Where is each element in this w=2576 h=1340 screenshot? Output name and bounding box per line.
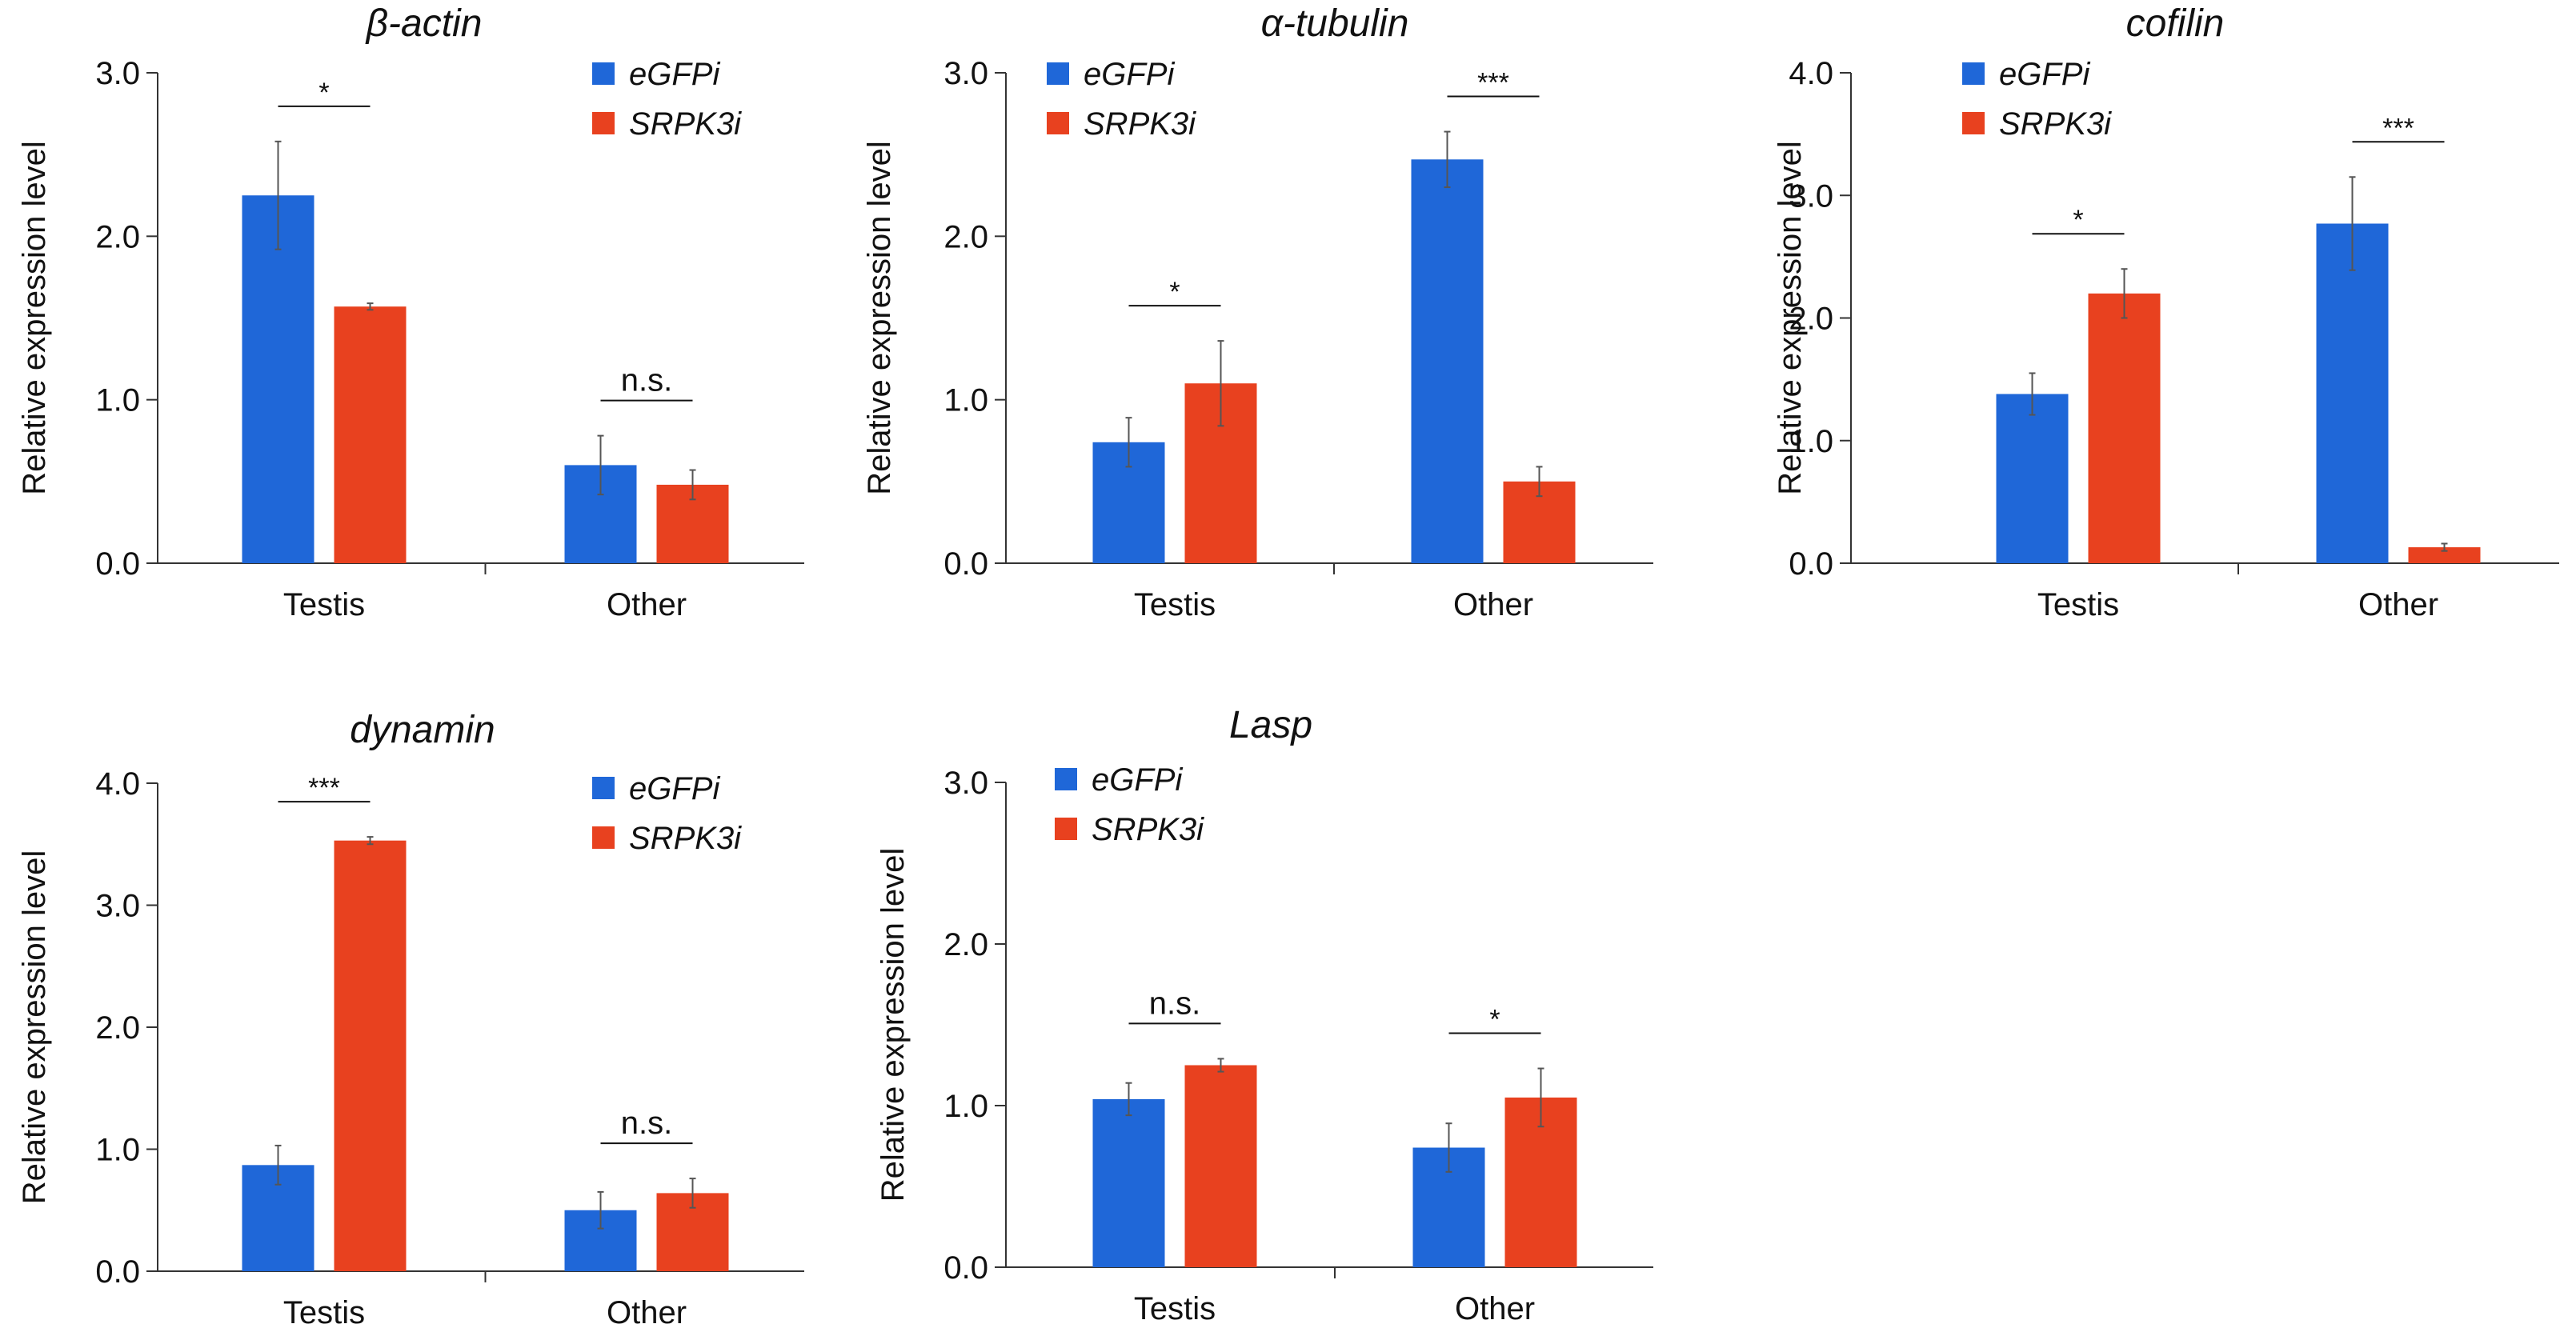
legend-label-eGFPi: eGFPi [629, 57, 720, 92]
chart-panel-2: α-tubulin Relative expression level 0.0 1.0… [862, 2, 1653, 622]
legend-swatch-SRPK3i [592, 112, 615, 134]
bar-eGFPi-testis [1996, 394, 2069, 563]
legend-swatch-eGFPi [1047, 62, 1069, 85]
bar-SRPK3i-other [2408, 547, 2481, 563]
legend-label-SRPK3i: SRPK3i [1999, 106, 2112, 142]
chart-title: cofilin [2126, 2, 2225, 45]
significance-label: *** [1477, 68, 1509, 98]
y-tick-label: 3.0 [95, 56, 140, 91]
significance-label: * [1489, 1005, 1500, 1035]
significance-label: * [1169, 277, 1180, 307]
bar-eGFPi-other [1411, 159, 1484, 563]
y-tick-label: 0.0 [943, 546, 988, 582]
bar-eGFPi-testis [242, 195, 314, 563]
significance-label: *** [308, 773, 340, 803]
x-tick-label: Testis [1134, 587, 1216, 622]
y-tick-label: 0.0 [95, 546, 140, 582]
legend-swatch-eGFPi [1962, 62, 1985, 85]
legend-swatch-SRPK3i [1962, 112, 1985, 134]
y-axis-label: Relative expression level [862, 141, 897, 494]
x-tick-label: Other [2358, 587, 2438, 622]
x-tick-label: Testis [2037, 587, 2119, 622]
bar-eGFPi-other [2316, 223, 2389, 563]
legend-label-SRPK3i: SRPK3i [629, 821, 742, 856]
significance-label: n.s. [1149, 986, 1200, 1021]
bar-SRPK3i-testis [334, 840, 407, 1271]
bar-SRPK3i-testis [2088, 293, 2161, 563]
y-tick-label: 4.0 [95, 766, 140, 802]
legend-label-SRPK3i: SRPK3i [1092, 812, 1204, 847]
y-tick-label: 1.0 [1789, 424, 1833, 459]
y-tick-label: 2.0 [95, 1010, 140, 1046]
y-axis-label: Relative expression level [1773, 141, 1808, 494]
legend-swatch-eGFPi [592, 777, 615, 799]
significance-label: * [2073, 205, 2083, 235]
chart-panel-1: β-actin Relative expression level 0.0 1.0 2.… [17, 2, 804, 622]
significance-label: n.s. [621, 363, 672, 398]
x-tick-label: Testis [283, 587, 365, 622]
x-tick-label: Other [1455, 1291, 1535, 1326]
chart-panel-5: Lasp Relative expression level 0.0 1.0 2.0 3.… [875, 704, 1653, 1326]
y-tick-label: 0.0 [943, 1250, 988, 1286]
legend-swatch-SRPK3i [592, 826, 615, 849]
chart-panel-4: dynamin Relative expression level 0.0 1.0 2.… [17, 709, 804, 1330]
x-tick-label: Testis [1134, 1291, 1216, 1326]
y-axis-label: Relative expression level [17, 850, 52, 1204]
y-tick-label: 1.0 [95, 383, 140, 418]
y-tick-label: 0.0 [1789, 546, 1833, 582]
bar-SRPK3i-testis [334, 306, 407, 563]
significance-label: n.s. [621, 1106, 672, 1141]
y-tick-label: 1.0 [943, 383, 988, 418]
legend-label-eGFPi: eGFPi [1092, 762, 1183, 798]
legend-label-SRPK3i: SRPK3i [1084, 106, 1196, 142]
chart-title: β-actin [365, 2, 483, 45]
chart-panel-3: cofilin Relative expression level 0.0 1.0 2.… [1773, 2, 2559, 622]
x-tick-label: Other [1453, 587, 1533, 622]
chart-title: dynamin [350, 709, 495, 751]
legend-label-SRPK3i: SRPK3i [629, 106, 742, 142]
chart-title: α-tubulin [1261, 2, 1409, 45]
bar-eGFPi-testis [1092, 1098, 1165, 1267]
chart-title: Lasp [1229, 704, 1312, 746]
y-tick-label: 1.0 [95, 1133, 140, 1168]
x-tick-label: Testis [283, 1295, 365, 1330]
x-tick-label: Other [607, 1295, 687, 1330]
y-axis-label: Relative expression level [875, 848, 911, 1202]
y-tick-label: 3.0 [943, 766, 988, 801]
y-tick-label: 3.0 [1789, 178, 1833, 214]
y-tick-label: 4.0 [1789, 56, 1833, 91]
bar-SRPK3i-testis [1184, 1065, 1257, 1267]
y-tick-label: 0.0 [95, 1254, 140, 1290]
legend-swatch-SRPK3i [1055, 818, 1077, 840]
significance-label: *** [2382, 113, 2414, 143]
legend-label-eGFPi: eGFPi [629, 771, 720, 806]
y-tick-label: 3.0 [943, 56, 988, 91]
y-tick-label: 3.0 [95, 889, 140, 924]
y-axis-label: Relative expression level [17, 141, 52, 494]
significance-label: * [318, 78, 329, 108]
legend-label-eGFPi: eGFPi [1084, 57, 1175, 92]
legend-swatch-eGFPi [1055, 768, 1077, 790]
y-tick-label: 2.0 [95, 219, 140, 254]
legend-label-eGFPi: eGFPi [1999, 57, 2090, 92]
y-tick-label: 1.0 [943, 1089, 988, 1124]
y-tick-label: 2.0 [943, 219, 988, 254]
x-tick-label: Other [607, 587, 687, 622]
legend-swatch-SRPK3i [1047, 112, 1069, 134]
y-tick-label: 2.0 [943, 927, 988, 962]
legend-swatch-eGFPi [592, 62, 615, 85]
y-tick-label: 2.0 [1789, 302, 1833, 337]
